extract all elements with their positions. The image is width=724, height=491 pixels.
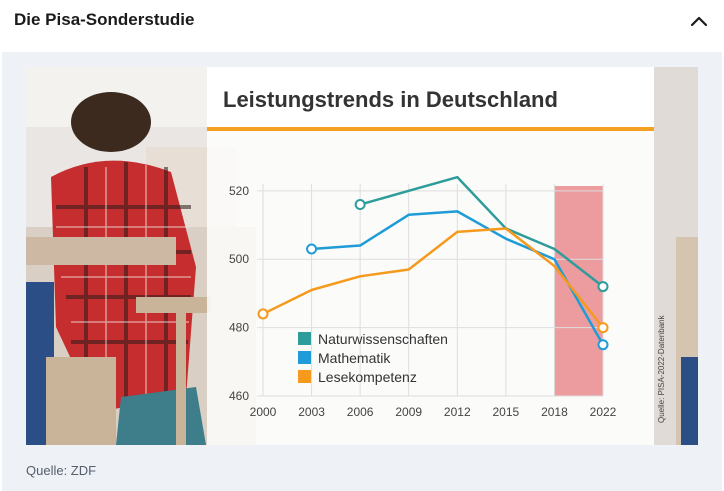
series-line-mathematik [311,210,605,346]
series-endpoint [257,308,269,320]
x-tick-label: 2015 [493,405,520,419]
y-tick-label: 520 [229,184,249,198]
legend-label: Lesekompetenz [318,369,417,385]
series-endpoint [597,339,609,351]
legend-swatch [298,351,311,364]
series-endpoint [597,281,609,293]
x-tick-label: 2012 [444,405,471,419]
series-line-naturwissenschaften [359,175,604,288]
legend-swatch [298,370,311,383]
y-tick-label: 500 [229,252,249,266]
series-endpoint [597,322,609,334]
legend-label: Naturwissenschaften [318,331,448,347]
chart-title: Leistungstrends in Deutschland [223,87,558,112]
source-note-vertical: Quelle: PISA-2022-Datenbank [657,314,666,423]
legend-swatch [298,332,311,345]
x-tick-label: 2018 [541,405,568,419]
legend-label: Mathematik [318,350,391,366]
title-underline [207,127,654,131]
section-header[interactable]: Die Pisa-Sonderstudie [0,0,724,50]
highlight-band [554,186,603,396]
series-endpoint [306,243,318,255]
article-image: Leistungstrends in Deutschland Quelle: P… [26,67,698,445]
x-tick-label: 2022 [590,405,617,419]
x-tick-label: 2000 [250,405,277,419]
y-tick-label: 460 [229,389,249,403]
x-tick-label: 2003 [298,405,325,419]
series-endpoint [354,199,366,211]
chart-figure: Leistungstrends in Deutschland Quelle: P… [26,67,698,445]
x-tick-label: 2009 [395,405,422,419]
y-tick-label: 480 [229,321,249,335]
section-title: Die Pisa-Sonderstudie [14,10,195,29]
chart-plot: 460 480 500 520 2000 2003 2006 2009 2012 2015 2018… [229,175,617,419]
chevron-up-icon[interactable] [686,9,712,35]
image-source-caption: Quelle: ZDF [26,463,97,478]
series-line-lesekompetenz [262,227,604,329]
x-tick-label: 2006 [347,405,374,419]
